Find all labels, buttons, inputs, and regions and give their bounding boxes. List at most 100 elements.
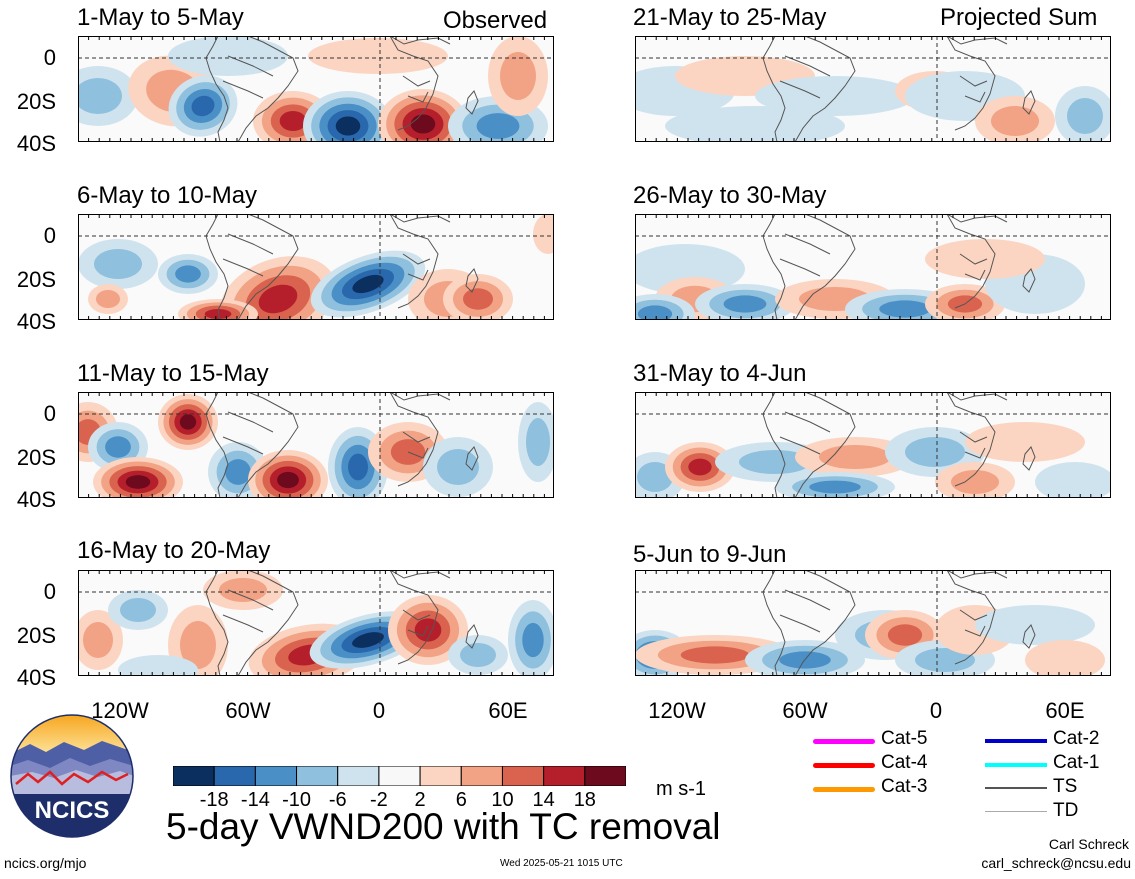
colorbar-tick-label: -6 <box>328 789 347 811</box>
footer-email: carl_schreck@ncsu.edu <box>981 855 1131 871</box>
positive-anomaly-contour <box>180 621 216 669</box>
anomaly-field <box>78 36 554 142</box>
negative-anomaly-contour <box>118 655 198 676</box>
lat-label: 40S <box>16 487 56 512</box>
colorbar-tick-label: -18 <box>199 789 229 811</box>
anomaly-field <box>635 36 1111 142</box>
panel-title: 31-May to 4-Jun <box>633 360 807 387</box>
positive-anomaly-contour <box>308 38 448 74</box>
legend-label: Cat-3 <box>881 776 928 797</box>
positive-anomaly-contour <box>887 624 923 646</box>
positive-anomaly-contour <box>279 111 307 131</box>
positive-anomaly-contour <box>204 309 232 319</box>
negative-anomaly-contour <box>476 113 520 139</box>
negative-anomaly-contour <box>809 480 861 494</box>
positive-anomaly-contour <box>819 445 891 469</box>
positive-anomaly-contour <box>991 106 1039 136</box>
legend-label: Cat-5 <box>881 728 928 749</box>
anomaly-field <box>78 570 554 676</box>
positive-anomaly-contour <box>96 290 120 308</box>
negative-anomaly-contour <box>879 300 931 318</box>
negative-anomaly-contour <box>1067 98 1103 134</box>
panel-title: 1-May to 5-May <box>77 4 244 31</box>
coastlines <box>205 570 479 676</box>
map-frame <box>78 570 554 676</box>
map-frame <box>78 36 554 142</box>
footer-author: Carl Schreck <box>1048 836 1129 852</box>
map-panel-1 <box>78 36 554 142</box>
colorbar-units: m s-1 <box>656 778 706 800</box>
colorbar-swatch <box>501 765 545 787</box>
lon-label: 120W <box>648 698 706 723</box>
positive-anomaly-contour <box>83 622 113 658</box>
colorbar <box>172 765 627 787</box>
negative-anomaly-contour <box>755 76 915 116</box>
lat-label: 0 <box>43 401 56 426</box>
lon-label: 60E <box>1045 698 1085 723</box>
legend-label: Cat-2 <box>1053 728 1100 749</box>
colorbar-swatch <box>254 765 298 787</box>
map-frame <box>635 570 1111 676</box>
colorbar-swatch <box>172 765 215 787</box>
negative-anomaly-contour <box>522 622 544 658</box>
lat-label: 0 <box>43 579 56 604</box>
colorbar-tick-label: 2 <box>414 789 426 811</box>
lon-label: 60W <box>225 698 271 723</box>
lon-label: 0 <box>929 698 943 723</box>
lat-label: 20S <box>16 89 56 114</box>
map-frame <box>78 214 554 320</box>
panel-title: 16-May to 20-May <box>77 537 271 564</box>
coastlines <box>205 36 479 142</box>
panel-tag-projected: Projected Sum <box>940 4 1098 31</box>
positive-anomaly-contour <box>258 284 298 314</box>
negative-anomaly-contour <box>175 265 201 283</box>
negative-anomaly-contour <box>460 643 496 667</box>
footer-url: ncics.org/mjo <box>4 855 87 871</box>
panel-title: 5-Jun to 9-Jun <box>633 541 787 568</box>
panel-title: 6-May to 10-May <box>77 182 258 209</box>
colorbar-tick-label: 18 <box>573 789 596 811</box>
lon-label: 0 <box>372 698 386 723</box>
negative-anomaly-contour <box>905 437 965 467</box>
anomaly-field <box>635 214 1111 320</box>
positive-anomaly-contour <box>219 578 267 602</box>
lat-label: 40S <box>16 131 56 156</box>
map-frame <box>78 392 554 498</box>
negative-anomaly-contour <box>225 459 251 485</box>
positive-anomaly-contour <box>925 239 1045 279</box>
panel-title: 11-May to 15-May <box>77 360 269 387</box>
positive-anomaly-contour <box>277 471 299 489</box>
map-panel-8 <box>635 570 1111 676</box>
lon-label: 60E <box>488 698 528 723</box>
negative-anomaly-contour <box>723 295 767 313</box>
legend-swatch <box>813 739 875 744</box>
positive-anomaly-contour <box>125 475 151 489</box>
positive-anomaly-contour <box>680 646 750 664</box>
colorbar-swatch <box>543 765 586 787</box>
lat-label: 40S <box>16 309 56 334</box>
positive-anomaly-contour <box>179 414 197 430</box>
legend-swatch <box>985 739 1047 743</box>
colorbar-tick-label: 10 <box>491 789 514 811</box>
negative-anomaly-contour <box>739 450 811 474</box>
colorbar-tick-label: -10 <box>282 789 311 811</box>
lat-label: 0 <box>43 223 56 248</box>
positive-anomaly-contour <box>1025 640 1105 676</box>
lon-label: 60W <box>782 698 828 723</box>
map-panel-2 <box>635 36 1111 142</box>
coastlines <box>205 214 479 320</box>
lon-label: 120W <box>91 698 149 723</box>
logo-text: NCICS <box>35 797 110 824</box>
positive-anomaly-contour <box>688 458 712 476</box>
map-panel-4 <box>635 214 1111 320</box>
negative-anomaly-contour <box>526 418 550 466</box>
colorbar-swatch <box>337 765 380 787</box>
negative-anomaly-contour <box>637 305 673 320</box>
positive-anomaly-contour <box>410 114 436 134</box>
negative-anomaly-contour <box>975 605 1095 645</box>
negative-anomaly-contour <box>637 462 673 492</box>
positive-anomaly-contour <box>951 470 999 494</box>
colorbar-swatch <box>378 765 421 787</box>
coastlines <box>205 392 479 498</box>
negative-anomaly-contour <box>437 449 479 485</box>
